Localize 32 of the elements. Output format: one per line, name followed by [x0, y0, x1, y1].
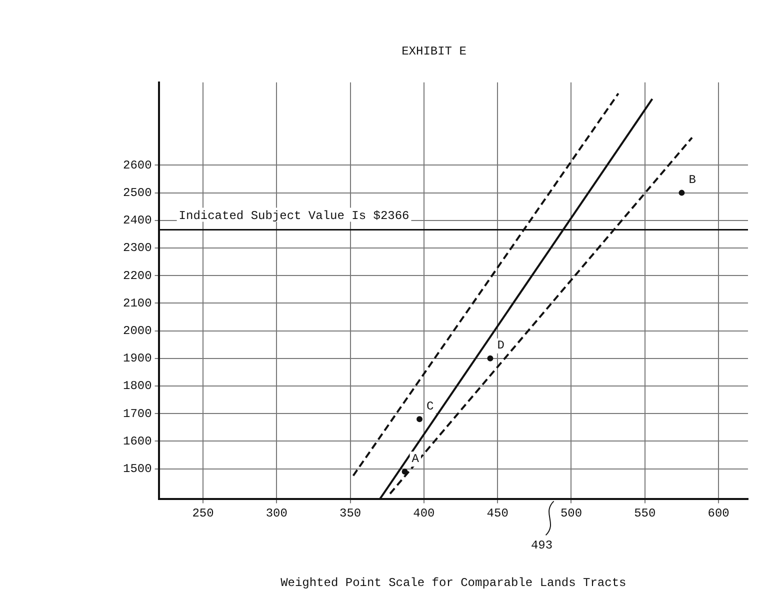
- annotation: A: [412, 452, 420, 466]
- chart-title: EXHIBIT E: [402, 44, 466, 58]
- point: [487, 355, 494, 362]
- x-axis-title: Weighted Point Scale for Comparable Lands Tracts: [280, 576, 626, 590]
- x-tick-label: 350: [339, 506, 362, 521]
- y-tick-label: 2300: [122, 241, 152, 256]
- annotation: C: [426, 399, 434, 414]
- y-tick-label: 1900: [122, 352, 152, 366]
- point: [416, 416, 423, 422]
- annotation: D: [497, 338, 504, 353]
- x-tick-label: 450: [486, 506, 508, 521]
- point: [402, 468, 408, 475]
- x-tick-label: 400: [413, 506, 435, 521]
- x-tick-label: 500: [560, 506, 582, 521]
- ref-line-label: Indicated Subject Value Is $2366: [178, 208, 410, 223]
- y-tick-label: 2500: [122, 186, 152, 200]
- y-tick-label: 2400: [122, 214, 152, 228]
- text: 493: [530, 538, 553, 552]
- y-tick-label: 1600: [122, 434, 152, 448]
- x-tick-label: 300: [266, 506, 288, 521]
- x-tick-label: 600: [708, 506, 730, 521]
- x-tick-label: 250: [192, 506, 214, 521]
- y-tick-label: 2600: [122, 158, 152, 172]
- y-tick-label: 2200: [122, 268, 152, 283]
- y-tick-label: 1800: [122, 379, 152, 394]
- x-tick-label: 550: [634, 506, 656, 521]
- y-tick-label: 1500: [122, 462, 152, 476]
- annotation: B: [688, 172, 696, 187]
- point: [678, 190, 685, 196]
- y-tick-label: 2000: [122, 324, 152, 338]
- y-tick-label: 2100: [122, 296, 152, 310]
- y-tick-label: 1700: [122, 406, 152, 421]
